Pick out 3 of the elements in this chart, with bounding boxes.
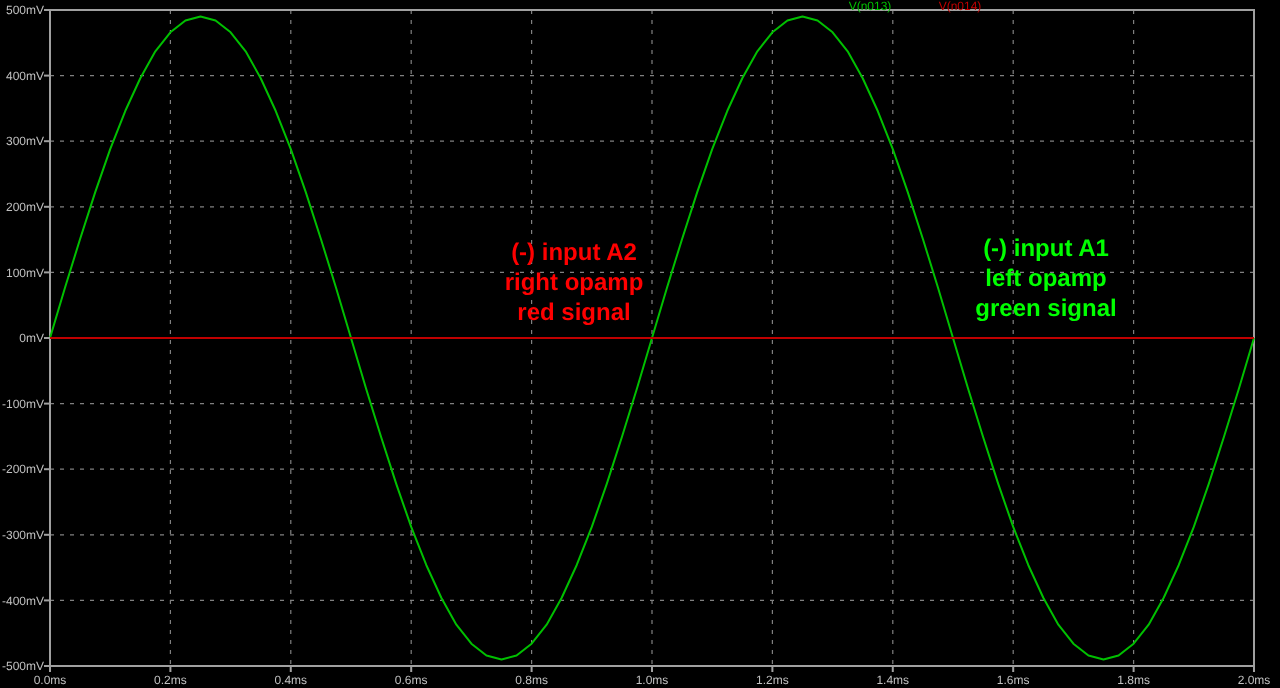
annotation: (-) input A1 left opamp green signal: [975, 234, 1117, 322]
annotation: (-) input A2 right opamp red signal: [504, 238, 644, 326]
line-series: [49, 15, 1255, 661]
